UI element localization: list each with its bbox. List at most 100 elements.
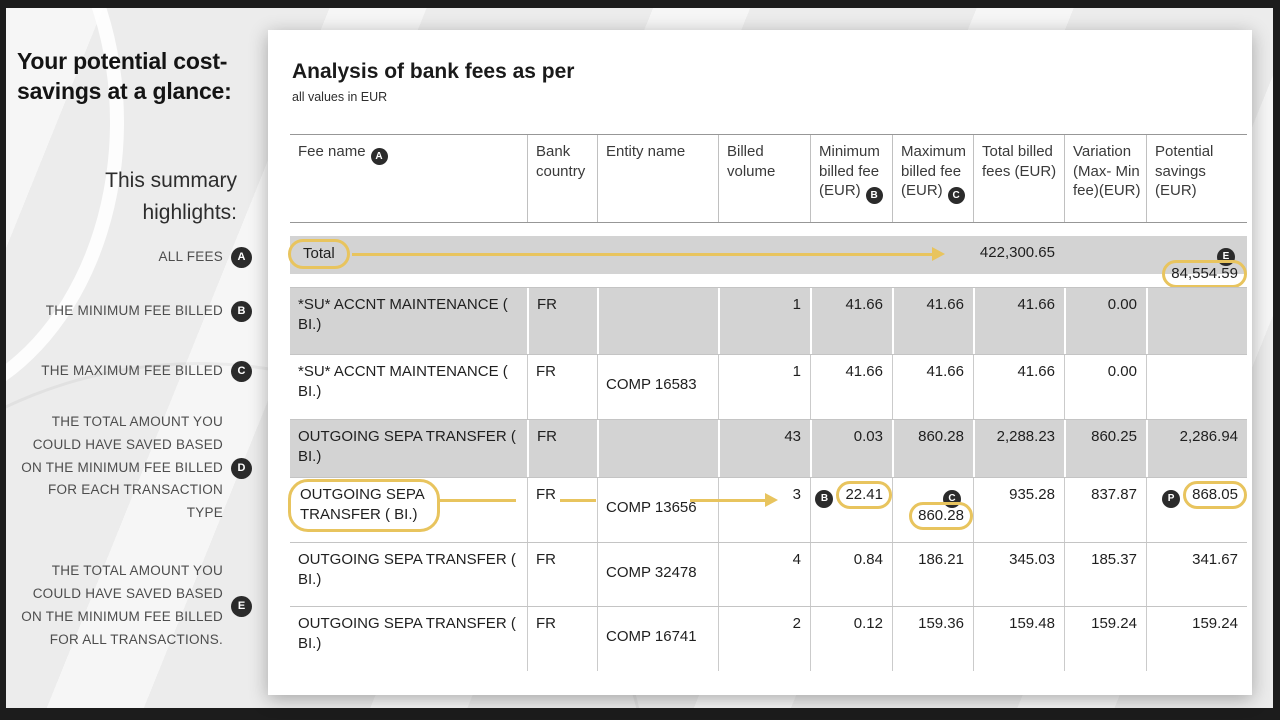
- col-header-fee-name: Fee name A: [290, 135, 527, 222]
- billed-volume-cell: 3: [718, 478, 810, 542]
- min-fee-cell: 0.12: [810, 607, 892, 671]
- max-fee-value: 860.28: [918, 506, 964, 524]
- fee-name-highlight-oval: OUTGOING SEPA TRANSFER ( BI.): [288, 479, 440, 532]
- sidebar-item-saved-all: THE TOTAL AMOUNT YOU COULD HAVE SAVED BA…: [8, 546, 252, 666]
- fee-name-text: OUTGOING SEPA TRANSFER ( BI.): [300, 486, 424, 524]
- connector-line: [560, 499, 596, 502]
- bank-country-cell: FR: [527, 478, 597, 542]
- bank-country-cell: FR: [527, 543, 597, 606]
- variation-cell: 159.24: [1064, 607, 1146, 671]
- total-fees-cell: 41.66: [973, 355, 1064, 419]
- min-fee-cell: 0.84: [810, 543, 892, 606]
- entity-name-cell: COMP 32478: [597, 543, 718, 606]
- savings-cell: 159.24: [1146, 607, 1247, 671]
- col-header-total-billed-fees: Total billed fees (EUR): [973, 135, 1064, 222]
- sidebar-item-label: THE MINIMUM FEE BILLED: [45, 302, 223, 318]
- entity-name-cell: [597, 288, 718, 354]
- bank-country-cell: FR: [527, 288, 597, 354]
- sidebar-item-all-fees: ALL FEES A: [8, 244, 252, 270]
- sidebar-item-label: ALL FEES: [158, 248, 223, 264]
- min-fee-cell: 41.66: [810, 355, 892, 419]
- total-fees-cell: 41.66: [973, 288, 1064, 354]
- sidebar-item-label: THE TOTAL AMOUNT YOU COULD HAVE SAVED BA…: [21, 413, 223, 521]
- savings-cell: 341.67: [1146, 543, 1247, 606]
- report-subtitle: all values in EUR: [292, 90, 388, 104]
- badge-e-icon: E: [231, 595, 252, 617]
- savings-cell: [1146, 355, 1247, 419]
- badge-p-icon: P: [1162, 489, 1181, 508]
- col-label: Maximum billed fee (EUR): [901, 143, 967, 199]
- variation-cell: 185.37: [1064, 543, 1146, 606]
- col-label: Billed volume: [727, 143, 776, 180]
- fee-name-cell: OUTGOING SEPA TRANSFER ( BI.): [298, 551, 516, 589]
- col-header-entity-name: Entity name: [597, 135, 718, 222]
- table-row: *SU* ACCNT MAINTENANCE ( BI.) FR 1 41.66…: [290, 287, 1247, 354]
- col-label: Minimum billed fee (EUR): [819, 143, 880, 199]
- max-fee-highlight-oval: 860.28: [909, 501, 973, 530]
- variation-cell: 0.00: [1064, 355, 1146, 419]
- col-label: Total billed fees (EUR): [982, 143, 1057, 180]
- table-header-row: Fee name A Bank country Entity name Bille…: [290, 134, 1247, 223]
- col-header-maximum-billed-fee: Maximum billed fee (EUR) C: [892, 135, 973, 222]
- table-row-highlighted: OUTGOING SEPA TRANSFER ( BI.) FR COMP 13…: [288, 477, 1247, 542]
- total-highlight-oval: Total: [288, 239, 350, 270]
- fee-name-cell: *SU* ACCNT MAINTENANCE ( BI.): [298, 363, 508, 401]
- empty-cell: [1064, 236, 1146, 274]
- bank-country-cell: FR: [527, 607, 597, 671]
- max-fee-cell: 186.21: [892, 543, 973, 606]
- total-billed-fees-value: 422,300.65: [979, 244, 1055, 261]
- col-label: Potential savings (EUR): [1155, 143, 1214, 199]
- col-header-billed-volume: Billed volume: [718, 135, 810, 222]
- savings-value: 868.05: [1192, 486, 1238, 503]
- col-header-potential-savings: Potential savings (EUR): [1146, 135, 1247, 222]
- savings-cell: [1146, 288, 1247, 354]
- report-title: Analysis of bank fees as per: [292, 60, 575, 83]
- bank-country-cell: FR: [527, 355, 597, 419]
- col-header-bank-country: Bank country: [527, 135, 597, 222]
- fee-name-cell: *SU* ACCNT MAINTENANCE ( BI.): [298, 296, 508, 334]
- variation-cell: 0.00: [1064, 288, 1146, 354]
- total-arrow-head-icon: [932, 247, 945, 261]
- total-fees-cell: 935.28: [973, 478, 1064, 542]
- badge-d-icon: D: [231, 457, 252, 479]
- savings-cell: 2,286.94: [1146, 420, 1247, 477]
- entity-name-cell: COMP 16741: [597, 607, 718, 671]
- badge-c-icon: C: [231, 360, 252, 382]
- connector-line: [438, 499, 516, 502]
- col-header-variation: Variation (Max- Min fee)(EUR): [1064, 135, 1146, 222]
- badge-a-icon: A: [231, 246, 252, 268]
- total-savings-value: 84,554.59: [1171, 264, 1238, 282]
- total-fees-cell: 2,288.23: [973, 420, 1064, 477]
- billed-volume-cell: 1: [718, 288, 810, 354]
- sidebar-item-label: THE MAXIMUM FEE BILLED: [41, 362, 223, 378]
- sidebar-item-saved-per-type: THE TOTAL AMOUNT YOU COULD HAVE SAVED BA…: [8, 408, 252, 528]
- sidebar-item-label: THE TOTAL AMOUNT YOU COULD HAVE SAVED BA…: [21, 563, 223, 647]
- billed-volume-cell: 2: [718, 607, 810, 671]
- col-label: Entity name: [606, 143, 686, 160]
- entity-name-cell: [597, 420, 718, 477]
- badge-c-icon: C: [947, 187, 965, 204]
- fee-name-cell: OUTGOING SEPA TRANSFER ( BI.): [298, 615, 516, 653]
- min-fee-cell: 41.66: [810, 288, 892, 354]
- savings-cell: P 868.05: [1146, 478, 1247, 542]
- fees-table: Fee name A Bank country Entity name Bille…: [288, 134, 1247, 671]
- badge-b-icon: B: [865, 187, 883, 204]
- billed-volume-cell: 4: [718, 543, 810, 606]
- table-row: *SU* ACCNT MAINTENANCE ( BI.) FR COMP 16…: [290, 354, 1247, 419]
- entity-name-cell: COMP 16583: [597, 355, 718, 419]
- total-label-cell: Total: [288, 236, 527, 274]
- max-fee-cell: C860.28: [892, 478, 973, 542]
- connector-arrow-line: [690, 499, 765, 502]
- max-fee-cell: 159.36: [892, 607, 973, 671]
- billed-volume-cell: 1: [718, 355, 810, 419]
- fee-name-cell: OUTGOING SEPA TRANSFER ( BI.): [298, 428, 516, 466]
- savings-highlight-oval: 868.05: [1183, 481, 1247, 510]
- min-fee-cell: 0.03: [810, 420, 892, 477]
- table-row: OUTGOING SEPA TRANSFER ( BI.) FR 43 0.03…: [290, 419, 1247, 477]
- total-arrow-line: [352, 253, 932, 256]
- connector-arrow-head-icon: [765, 493, 778, 507]
- sidebar-item-minimum-fee: THE MINIMUM FEE BILLED B: [8, 298, 252, 324]
- min-fee-highlight-oval: 22.41: [836, 481, 892, 510]
- min-fee-cell: B 22.41: [810, 478, 892, 542]
